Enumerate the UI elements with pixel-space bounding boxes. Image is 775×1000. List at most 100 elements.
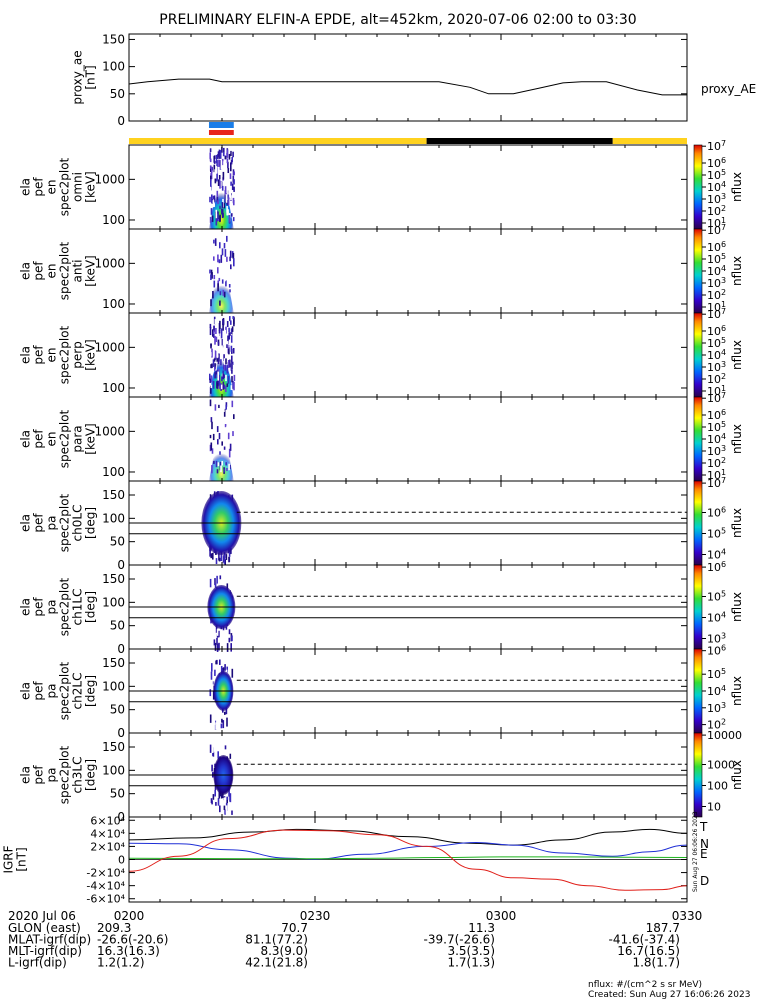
energy-panel-anti-colorbar-label: nflux (730, 256, 744, 286)
orbit-row-value: -41.6(-37.4) (609, 933, 680, 947)
pitch-angle-panel-ch1LC-speckle-cell (215, 624, 218, 633)
energy-panel-perp-speckle-cell (228, 345, 230, 355)
pitch-angle-panel-ch0LC-speckle-cell (223, 557, 225, 561)
energy-panel-anti-speckle-cell (229, 256, 231, 262)
energy-panel-perp-speckle-cell (209, 378, 211, 383)
pitch-angle-panel-ch3LC-speckle-cell (215, 804, 218, 809)
energy-panel-omni-ylabel-line: omni (71, 172, 85, 202)
pitch-angle-panel-ch0LC-speckle-cell (228, 549, 231, 557)
pitch-angle-panel-ch3LC-speckle-cell (215, 802, 217, 806)
energy-panel-omni-speckle-cell (223, 203, 226, 209)
energy-panel-omni-speckle-cell (210, 175, 212, 181)
pitch-angle-panel-ch1LC-speckle-cell (231, 635, 233, 642)
energy-panel-perp-ylabel-line: en (45, 348, 59, 363)
pitch-angle-panel-ch2LC-ytick-label: 0 (117, 726, 125, 740)
pitch-angle-panel-ch3LC-speckle-cell (211, 764, 213, 772)
energy-panel-perp-speckle-cell (221, 376, 223, 382)
energy-panel-omni-speckle-cell (211, 166, 213, 173)
energy-panel-omni-speckle-cell (231, 213, 233, 217)
energy-panel-anti-ylabel-line: en (45, 264, 59, 279)
energy-panel-omni-speckle-cell (222, 152, 225, 157)
pitch-angle-panel-ch0LC-ytick-label: 150 (102, 488, 125, 502)
energy-panel-perp-speckle-cell (222, 373, 224, 380)
pitch-angle-panel-ch1LC-speckle-cell (216, 634, 219, 638)
energy-panel-omni-speckle-cell (230, 159, 233, 165)
energy-panel-perp-speckle-cell (211, 363, 213, 369)
pitch-angle-panel-ch3LC-speckle-cell (228, 787, 230, 797)
energy-panel-perp-speckle-cell (209, 327, 212, 336)
energy-panel-anti-speckle-cell (229, 268, 232, 277)
proxy-ae-panel-legend: proxy_AE (701, 82, 756, 96)
pitch-angle-panel-ch2LC-speckle-cell (228, 664, 231, 671)
energy-panel-perp-speckle-cell (212, 359, 215, 367)
pitch-angle-panel-ch1LC-ytick-label: 0 (117, 642, 125, 656)
pitch-angle-panel-ch3LC-colorbar-label: nflux (730, 760, 744, 790)
pitch-angle-panel-ch2LC-colorbar-label-group: nflux (730, 676, 744, 706)
energy-panel-omni-speckle-cell (209, 165, 212, 171)
energy-panel-omni-speckle-cell (217, 151, 220, 157)
energy-panel-omni-speckle-cell (216, 160, 218, 168)
energy-panel-omni-speckle-cell (219, 180, 221, 189)
pitch-angle-panel-ch1LC-colorbar-label-group: nflux (730, 592, 744, 622)
pitch-angle-panel-ch0LC-ytick-label: 50 (110, 535, 125, 549)
pitch-angle-panel-ch1LC-speckle-cell (209, 578, 212, 588)
igrf-panel-ylabel: IGRF [nT] (2, 845, 29, 873)
shadow-bar (426, 138, 613, 144)
energy-panel-omni-speckle-cell (229, 173, 232, 179)
energy-panel-omni-speckle-cell (221, 147, 223, 153)
pitch-angle-panel-ch2LC-speckle-cell (211, 680, 213, 686)
energy-panel-omni-speckle-cell (226, 210, 228, 216)
energy-panel-para-speckle-cell (211, 448, 214, 454)
pitch-angle-panel-ch3LC-colorbar-tick-label: 10 (707, 801, 721, 814)
energy-panel-omni-speckle-cell (233, 156, 235, 162)
energy-panel-perp-speckle-cell (210, 352, 212, 357)
pitch-angle-panel-ch2LC-ytick-label: 100 (102, 679, 125, 693)
energy-panel-perp-speckle-cell (231, 376, 233, 383)
energy-panel-perp-speckle-cell (219, 320, 221, 330)
orbit-row-value: 70.7 (281, 921, 308, 935)
energy-panel-omni-speckle-cell (226, 189, 228, 196)
energy-panel-omni-ylabel-line: spec2plot (58, 157, 72, 216)
pitch-angle-panel-ch2LC-speckle-cell (219, 667, 221, 674)
energy-panel-para-speckle-cell (223, 405, 225, 413)
pitch-angle-panel-ch1LC-speckle-cell (218, 642, 220, 651)
pitch-angle-panel-ch3LC-speckle-cell (219, 805, 221, 813)
footer-units: nflux: #/(cm^2 s sr MeV) (588, 980, 702, 990)
sunlight-bar (612, 138, 687, 144)
energy-panel-omni-speckle-cell (221, 209, 224, 219)
energy-panel-omni-speckle-cell (228, 153, 231, 160)
energy-panel-para-speckle-cell (211, 465, 213, 474)
orbit-row-value: -26.6(-20.6) (97, 933, 168, 947)
energy-panel-omni-speckle-cell (230, 181, 232, 186)
pitch-angle-panel-ch2LC-speckle-cell (217, 726, 220, 733)
energy-panel-perp-speckle-cell (216, 369, 218, 379)
pitch-angle-panel-ch3LC: 0 50 100 150 ela pef pa spec2plot ch3LC [deg] 10 10… (19, 729, 745, 824)
pitch-angle-panel-ch3LC-speckle-cell (226, 796, 229, 800)
energy-panel-omni-ytick-label: 100 (102, 213, 125, 227)
energy-panel-omni-speckle-cell (212, 200, 215, 208)
energy-panel-para-speckle-cell (229, 443, 232, 451)
energy-panel-omni-speckle-cell (225, 194, 228, 203)
energy-panel-perp-speckle-cell (220, 332, 223, 339)
energy-panel-perp-ylabel-line: ela (19, 346, 33, 364)
energy-panel-para-speckle-cell (226, 426, 228, 434)
energy-panel-omni-speckle-cell (231, 157, 233, 163)
pitch-angle-panel-ch0LC-ytick-label: 0 (117, 558, 125, 572)
pitch-angle-panel-ch2LC-speckle-cell (210, 671, 213, 680)
energy-panel-omni-speckle-cell (227, 209, 229, 216)
energy-panel-perp-ylabel-line: pef (32, 345, 46, 365)
pitch-angle-panel-ch3LC-speckle-cell (217, 798, 220, 806)
energy-panel-perp-colorbar (693, 312, 703, 398)
proxy-ae-panel-ytick-label: 100 (102, 60, 125, 74)
energy-panel-omni-speckle-cell (218, 149, 221, 158)
pitch-angle-panel-ch2LC-ylabel: ela pef pa spec2plot ch2LC [deg] (19, 661, 98, 720)
energy-panel-perp-speckle-cell (223, 358, 226, 365)
energy-panel-perp-speckle-cell (225, 374, 227, 382)
energy-panel-perp-speckle-cell (217, 341, 220, 346)
energy-panel-perp-speckle-cell (213, 330, 215, 334)
pitch-angle-panel-ch3LC-speckle-cell (213, 777, 215, 787)
pitch-angle-panel-ch3LC-colorbar-tick-label: 1000 (707, 759, 735, 772)
energy-panel-anti-speckle-cell (209, 269, 211, 274)
pitch-angle-panel-ch1LC-ylabel-line: pa (45, 600, 59, 615)
